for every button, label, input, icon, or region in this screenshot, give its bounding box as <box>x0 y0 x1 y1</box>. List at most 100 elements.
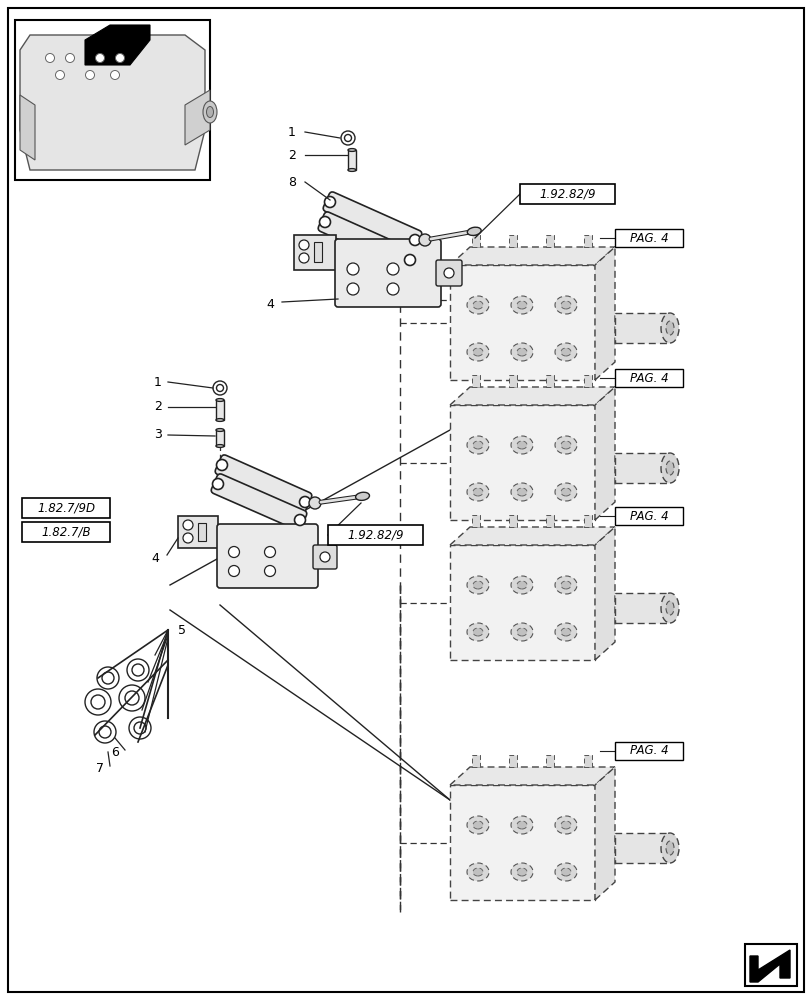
Text: 1: 1 <box>154 375 161 388</box>
Ellipse shape <box>560 628 570 636</box>
Text: PAG. 4: PAG. 4 <box>629 232 667 244</box>
Ellipse shape <box>510 343 532 361</box>
FancyBboxPatch shape <box>217 524 318 588</box>
Bar <box>471 515 479 527</box>
Ellipse shape <box>560 868 570 876</box>
Text: 1: 1 <box>288 126 295 139</box>
Bar <box>348 150 355 170</box>
Bar <box>519 184 614 204</box>
Ellipse shape <box>560 821 570 829</box>
Ellipse shape <box>665 601 673 615</box>
Ellipse shape <box>554 576 577 594</box>
Text: 1.82.7/B: 1.82.7/B <box>41 526 91 538</box>
Ellipse shape <box>510 436 532 454</box>
FancyBboxPatch shape <box>323 192 421 250</box>
Circle shape <box>55 71 64 80</box>
Bar <box>508 235 517 247</box>
Bar <box>545 375 553 387</box>
Text: 2: 2 <box>154 400 161 414</box>
Ellipse shape <box>473 868 483 876</box>
Ellipse shape <box>473 488 483 496</box>
Ellipse shape <box>348 169 355 171</box>
Ellipse shape <box>466 483 488 501</box>
Bar <box>614 369 682 387</box>
Bar <box>22 498 109 518</box>
Ellipse shape <box>473 821 483 829</box>
Ellipse shape <box>665 461 673 475</box>
Ellipse shape <box>554 623 577 641</box>
Circle shape <box>387 283 398 295</box>
Circle shape <box>444 268 453 278</box>
Bar <box>614 313 669 343</box>
Text: 2: 2 <box>288 149 295 162</box>
Ellipse shape <box>560 581 570 589</box>
Bar <box>614 453 669 483</box>
Ellipse shape <box>554 296 577 314</box>
Ellipse shape <box>473 581 483 589</box>
Bar <box>744 944 796 986</box>
Ellipse shape <box>510 576 532 594</box>
Ellipse shape <box>660 593 678 623</box>
Text: 8: 8 <box>288 176 296 189</box>
Bar <box>545 515 553 527</box>
Ellipse shape <box>473 628 483 636</box>
Ellipse shape <box>554 483 577 501</box>
Ellipse shape <box>554 343 577 361</box>
Bar <box>178 516 217 548</box>
Bar <box>583 755 591 767</box>
Ellipse shape <box>517 821 526 829</box>
FancyBboxPatch shape <box>318 212 416 270</box>
Polygon shape <box>749 950 789 982</box>
Text: 5: 5 <box>178 624 186 636</box>
Text: 1.92.82/9: 1.92.82/9 <box>539 188 595 201</box>
Bar <box>314 242 322 262</box>
Ellipse shape <box>517 581 526 589</box>
Polygon shape <box>449 767 614 785</box>
Circle shape <box>387 263 398 275</box>
Bar <box>471 755 479 767</box>
Ellipse shape <box>216 445 224 447</box>
Ellipse shape <box>466 576 488 594</box>
Ellipse shape <box>660 453 678 483</box>
Ellipse shape <box>510 483 532 501</box>
Circle shape <box>228 546 239 558</box>
Circle shape <box>228 566 239 576</box>
Bar <box>614 593 669 623</box>
Circle shape <box>409 234 420 245</box>
Ellipse shape <box>665 321 673 335</box>
Bar <box>471 235 479 247</box>
Bar <box>614 742 682 760</box>
Bar <box>508 375 517 387</box>
Ellipse shape <box>554 863 577 881</box>
Ellipse shape <box>466 623 488 641</box>
Polygon shape <box>20 35 204 170</box>
Circle shape <box>182 533 193 543</box>
Circle shape <box>324 196 335 208</box>
Circle shape <box>66 54 75 63</box>
Bar <box>583 235 591 247</box>
Circle shape <box>217 460 227 471</box>
Ellipse shape <box>473 441 483 449</box>
Ellipse shape <box>216 399 224 401</box>
Bar <box>449 545 594 660</box>
Ellipse shape <box>467 227 481 235</box>
Text: 3: 3 <box>154 428 161 442</box>
Text: 1.82.7/9D: 1.82.7/9D <box>37 502 95 514</box>
Bar <box>22 522 109 542</box>
Bar <box>545 755 553 767</box>
Ellipse shape <box>554 436 577 454</box>
Ellipse shape <box>473 348 483 356</box>
Ellipse shape <box>466 436 488 454</box>
Bar <box>583 515 591 527</box>
Ellipse shape <box>466 343 488 361</box>
FancyBboxPatch shape <box>335 239 440 307</box>
Circle shape <box>45 54 54 63</box>
Ellipse shape <box>510 296 532 314</box>
Text: 4: 4 <box>266 298 273 310</box>
Bar <box>449 265 594 380</box>
Polygon shape <box>85 25 150 65</box>
Polygon shape <box>594 767 614 900</box>
Text: 7: 7 <box>96 762 104 774</box>
Ellipse shape <box>510 623 532 641</box>
Ellipse shape <box>355 492 369 500</box>
